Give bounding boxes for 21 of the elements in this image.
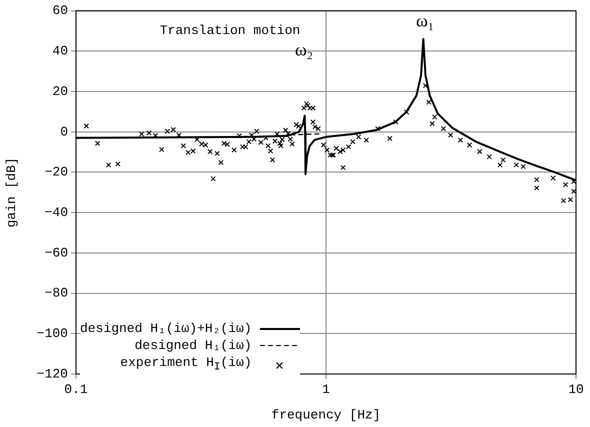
legend-label: designed H₁(iω) [134, 337, 252, 354]
y-tick-label: 0 [60, 124, 68, 140]
legend-label: experiment H$_{I}$(iω) [120, 354, 252, 376]
y-axis-title: gain [dB] [4, 157, 20, 228]
x-tick-label: 0.1 [64, 382, 88, 398]
annotation: Translation motion [160, 23, 300, 38]
x-axis-title: frequency [Hz] [271, 408, 381, 423]
y-tick-label: −120 [36, 366, 68, 382]
y-tick-label: 60 [52, 3, 68, 18]
annotation: ω₂ [294, 39, 314, 60]
x-tick-label: 1 [322, 382, 330, 398]
x-tick-label: 10 [568, 382, 584, 398]
y-tick-label: −80 [44, 286, 68, 301]
y-tick-label: −100 [36, 326, 68, 342]
y-tick-label: −40 [44, 205, 68, 220]
y-tick-label: 20 [52, 84, 68, 99]
y-tick-label: 40 [52, 44, 68, 59]
y-tick-label: −60 [44, 245, 68, 260]
legend-label: designed H₁(iω)+H₂(iω) [80, 320, 252, 337]
y-tick-label: −20 [44, 164, 68, 180]
annotation: ω₁ [416, 10, 434, 30]
